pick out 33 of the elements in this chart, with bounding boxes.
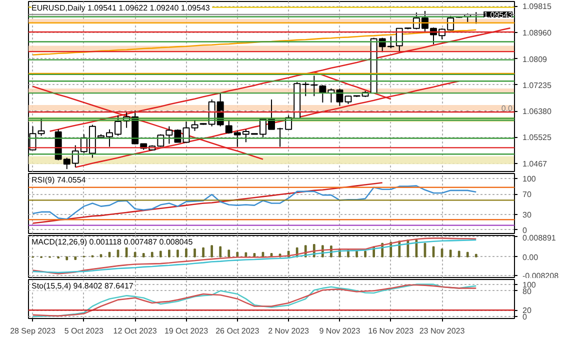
y-tick-label: 0.008891 <box>522 234 556 242</box>
x-tick-label: 12 Oct 2023 <box>113 326 158 336</box>
y-tick-label: 1.0467 <box>522 159 548 168</box>
annotation: 0.0 <box>501 104 514 114</box>
y-tick-label: 0.00 <box>522 252 539 262</box>
chart-title: MACD(12,26,9) 0.001118 0.007487 0.008045 <box>32 238 194 246</box>
y-tick-label: 100 <box>522 280 536 290</box>
x-tick-label: 16 Nov 2023 <box>368 326 414 336</box>
chart-title: Sto(15,5,4) 94.8402 87.6417 <box>32 282 134 290</box>
chart-title: EURUSD,Daily 1.09541 1.09622 1.09240 1.09543 <box>32 4 210 12</box>
x-tick-label: 23 Nov 2023 <box>419 326 466 336</box>
y-tick-label: 1.06380 <box>522 107 552 116</box>
y-tick-label: 1.05525 <box>522 133 552 142</box>
x-tick-label: 2 Nov 2023 <box>268 326 310 336</box>
y-tick-label: 1.08960 <box>522 28 552 38</box>
x-tick-label: 26 Oct 2023 <box>216 326 260 336</box>
y-tick-label: 0 <box>522 312 528 322</box>
y-tick-label: 0 <box>522 226 528 235</box>
x-tick-label: 5 Oct 2023 <box>64 326 104 336</box>
x-tick-label: 9 Nov 2023 <box>319 326 361 336</box>
ref-line-label: 1.09543 <box>484 10 514 20</box>
chart-title: RSI(9) 74.0554 <box>32 176 86 184</box>
x-tick-label: 28 Sep 2023 <box>10 326 56 336</box>
y-tick-label: 20 <box>522 306 532 316</box>
y-tick-label: 70 <box>522 190 532 200</box>
y-tick-label: 1.09815 <box>522 2 552 12</box>
x-tick-label: 19 Oct 2023 <box>164 326 209 336</box>
y-tick-label: 30 <box>522 210 532 220</box>
y-tick-label: 100 <box>522 174 536 184</box>
y-tick-label: 1.0809 <box>522 54 548 64</box>
y-tick-label: -0.008208 <box>522 271 560 280</box>
y-tick-label: 80 <box>522 286 532 296</box>
y-tick-label: 1.07235 <box>522 80 552 90</box>
